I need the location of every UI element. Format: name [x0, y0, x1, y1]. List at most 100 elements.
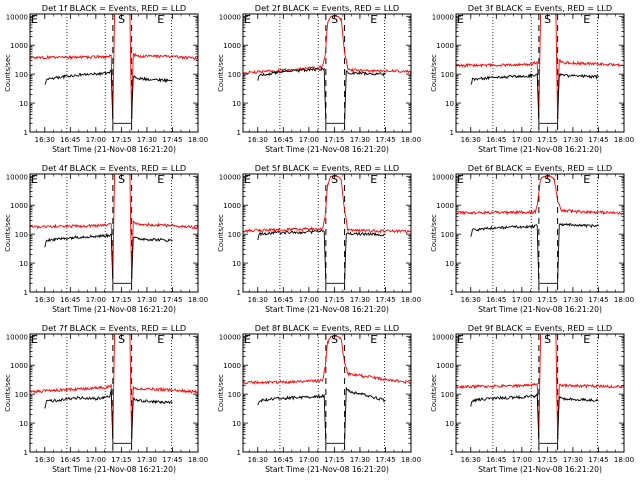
series-line-lld [243, 335, 411, 385]
x-axis-label: Start Time (21-Nov-08 16:21:20) [52, 145, 176, 154]
y-tick-label: 1 [450, 289, 454, 297]
event-marker-e-1: E [31, 333, 38, 346]
x-tick-label: 17:45 [162, 136, 182, 144]
y-axis-label: Counts/sec [217, 374, 225, 412]
y-tick-label: 10000 [432, 13, 454, 21]
chart-title: Det 3f BLACK = Events, RED = LLD [468, 3, 612, 13]
chart-title: Det 8f BLACK = Events, RED = LLD [255, 323, 399, 333]
y-tick-label: 10 [19, 260, 28, 268]
series-line-events [257, 67, 386, 124]
x-tick-label: 17:45 [162, 296, 182, 304]
chart-title: Det 9f BLACK = Events, RED = LLD [468, 323, 612, 333]
x-tick-label: 17:15 [111, 456, 131, 464]
chart-panel-4: Det 4f BLACK = Events, RED = LLD 1 10 100 10… [4, 163, 208, 314]
y-tick-label: 10 [19, 100, 28, 108]
x-tick-label: 17:45 [162, 456, 182, 464]
chart-panel-3: Det 3f BLACK = Events, RED = LLD 1 10 100 10… [430, 3, 634, 154]
y-tick-label: 100 [441, 391, 454, 399]
plot-frame [29, 13, 199, 133]
y-tick-label: 1000 [436, 202, 454, 210]
x-axis-label: Start Time (21-Nov-08 16:21:20) [478, 145, 602, 154]
x-tick-label: 17:15 [537, 456, 557, 464]
y-tick-label: 10000 [432, 173, 454, 181]
series-line-lld [30, 334, 198, 439]
y-tick-label: 1000 [436, 42, 454, 50]
x-tick-label: 17:30 [563, 456, 583, 464]
x-tick-label: 17:45 [588, 296, 608, 304]
y-tick-label: 1000 [10, 42, 28, 50]
y-tick-label: 10 [232, 420, 241, 428]
y-tick-label: 10 [445, 420, 454, 428]
event-marker-e-3: E [583, 333, 590, 346]
plot-frame [455, 333, 625, 453]
y-tick-label: 10000 [219, 333, 241, 341]
x-tick-label: 17:00 [299, 456, 319, 464]
event-marker-s-2: S [544, 13, 551, 26]
x-tick-label: 17:30 [563, 296, 583, 304]
x-tick-label: 16:30 [248, 456, 268, 464]
y-tick-label: 10 [445, 260, 454, 268]
x-tick-label: 17:00 [86, 456, 106, 464]
y-tick-label: 1000 [223, 202, 241, 210]
x-tick-label: 17:00 [86, 296, 106, 304]
x-axis-label: Start Time (21-Nov-08 16:21:20) [52, 305, 176, 314]
y-tick-label: 1 [450, 129, 454, 137]
chart-title: Det 4f BLACK = Events, RED = LLD [42, 163, 186, 173]
event-marker-e-1: E [244, 13, 251, 26]
series-line-events [470, 72, 599, 124]
x-tick-label: 17:30 [137, 456, 157, 464]
x-tick-label: 18:00 [614, 136, 634, 144]
x-tick-label: 17:15 [537, 296, 557, 304]
chart-title: Det 6f BLACK = Events, RED = LLD [468, 163, 612, 173]
x-tick-label: 18:00 [401, 136, 421, 144]
x-tick-label: 16:30 [461, 136, 481, 144]
event-marker-s-2: S [118, 13, 125, 26]
event-marker-s-2: S [544, 173, 551, 186]
x-tick-label: 17:30 [137, 136, 157, 144]
y-axis-label: Counts/sec [4, 374, 12, 412]
series-line-lld [456, 334, 624, 439]
x-tick-label: 16:30 [461, 456, 481, 464]
y-tick-label: 1000 [436, 362, 454, 370]
chart-panel-2: Det 2f BLACK = Events, RED = LLD 1 10 100 10… [217, 3, 421, 154]
chart-panel-7: Det 7f BLACK = Events, RED = LLD 1 10 100 10… [4, 323, 208, 474]
x-tick-label: 17:30 [137, 296, 157, 304]
x-tick-label: 16:45 [273, 456, 293, 464]
y-tick-label: 1 [24, 289, 28, 297]
x-axis-label: Start Time (21-Nov-08 16:21:20) [478, 305, 602, 314]
x-axis-label: Start Time (21-Nov-08 16:21:20) [265, 465, 389, 474]
x-tick-label: 16:30 [35, 296, 55, 304]
y-tick-label: 10000 [219, 13, 241, 21]
y-tick-label: 10 [232, 100, 241, 108]
x-tick-label: 18:00 [401, 456, 421, 464]
chart-title: Det 5f BLACK = Events, RED = LLD [255, 163, 399, 173]
y-tick-label: 10000 [6, 333, 28, 341]
event-marker-e-1: E [244, 333, 251, 346]
y-tick-label: 100 [228, 71, 241, 79]
y-tick-label: 100 [15, 71, 28, 79]
event-marker-s-2: S [544, 333, 551, 346]
chart-title: Det 1f BLACK = Events, RED = LLD [42, 3, 186, 13]
event-marker-e-1: E [31, 13, 38, 26]
series-line-events [44, 69, 173, 124]
event-marker-e-3: E [157, 173, 164, 186]
chart-panel-8: Det 8f BLACK = Events, RED = LLD 1 10 100 10… [217, 323, 421, 474]
x-tick-label: 17:15 [324, 456, 344, 464]
y-tick-label: 1 [24, 449, 28, 457]
x-tick-label: 16:45 [60, 296, 80, 304]
chart-panel-9: Det 9f BLACK = Events, RED = LLD 1 10 100 10… [430, 323, 634, 474]
y-tick-label: 10000 [432, 333, 454, 341]
x-tick-label: 17:15 [537, 136, 557, 144]
y-axis-label: Counts/sec [4, 54, 12, 92]
x-tick-label: 16:45 [486, 136, 506, 144]
y-axis-label: Counts/sec [217, 214, 225, 252]
x-axis-label: Start Time (21-Nov-08 16:21:20) [478, 465, 602, 474]
x-tick-label: 17:30 [563, 136, 583, 144]
y-tick-label: 1000 [10, 362, 28, 370]
event-marker-e-1: E [244, 173, 251, 186]
x-tick-label: 17:30 [350, 136, 370, 144]
event-marker-e-1: E [457, 333, 464, 346]
event-marker-e-3: E [370, 13, 377, 26]
x-tick-label: 17:15 [324, 136, 344, 144]
series-line-events [44, 389, 173, 444]
